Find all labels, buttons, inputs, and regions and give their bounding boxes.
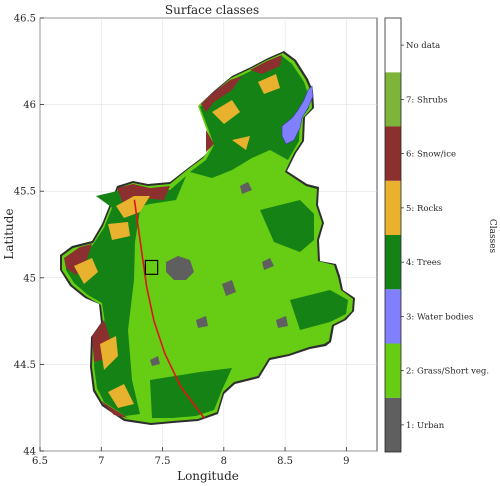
selection-box (144, 259, 159, 275)
colorbar-label: 3: Water bodies (406, 312, 473, 322)
colorbar-segment (385, 72, 401, 127)
y-tick-label: 45.5 (14, 187, 36, 198)
urban-areas (150, 182, 288, 366)
colorbar-label: 7: Shrubs (406, 95, 448, 105)
satellite-track (133, 199, 205, 419)
colorbar-label: 2: Grass/Short veg. (406, 367, 489, 377)
colorbar-label: No data (406, 41, 440, 51)
colorbar-label: 5: Rocks (406, 204, 443, 214)
colorbar-label: 6: Snow/ice (406, 150, 456, 160)
y-axis-ticks: 44 44.5 45 45.5 46 46.5 (14, 14, 44, 458)
colorbar-segment (385, 235, 401, 290)
chart-title: Surface classes (165, 3, 259, 17)
x-tick-label: 7 (98, 456, 104, 467)
colorbar-title: Classes (487, 219, 497, 254)
x-axis-ticks: 6.5 7 7.5 8 8.5 9 (32, 447, 350, 467)
colorbar-segment (385, 180, 401, 235)
colorbar: 1: Urban 2: Grass/Short veg. 3: Water bodi… (384, 17, 489, 453)
y-tick-label: 44.5 (14, 360, 36, 371)
x-axis-label: Longitude (177, 469, 239, 483)
y-tick-label: 44 (23, 447, 36, 458)
x-tick-label: 8.5 (277, 456, 293, 467)
rock-areas (74, 74, 280, 408)
colorbar-segment (385, 18, 401, 73)
colorbar-frame (384, 17, 402, 453)
x-tick-label: 9 (343, 456, 349, 467)
x-tick-label: 7.5 (155, 456, 171, 467)
snow-ice-areas (64, 55, 282, 418)
y-tick-label: 46.5 (14, 14, 36, 25)
x-tick-label: 6.5 (32, 456, 48, 467)
y-tick-label: 46 (23, 100, 36, 111)
colorbar-label: 1: Urban (406, 421, 445, 431)
y-tick-label: 45 (23, 273, 36, 284)
colorbar-segment (385, 126, 401, 181)
land-cover-map (60, 51, 355, 425)
x-tick-label: 8 (221, 456, 227, 467)
colorbar-label: 4: Trees (406, 258, 441, 268)
colorbar-segment (385, 343, 401, 398)
y-axis-label: Latitude (2, 208, 16, 259)
colorbar-segment (385, 397, 401, 452)
colorbar-segment (385, 289, 401, 344)
water-body (281, 85, 314, 145)
